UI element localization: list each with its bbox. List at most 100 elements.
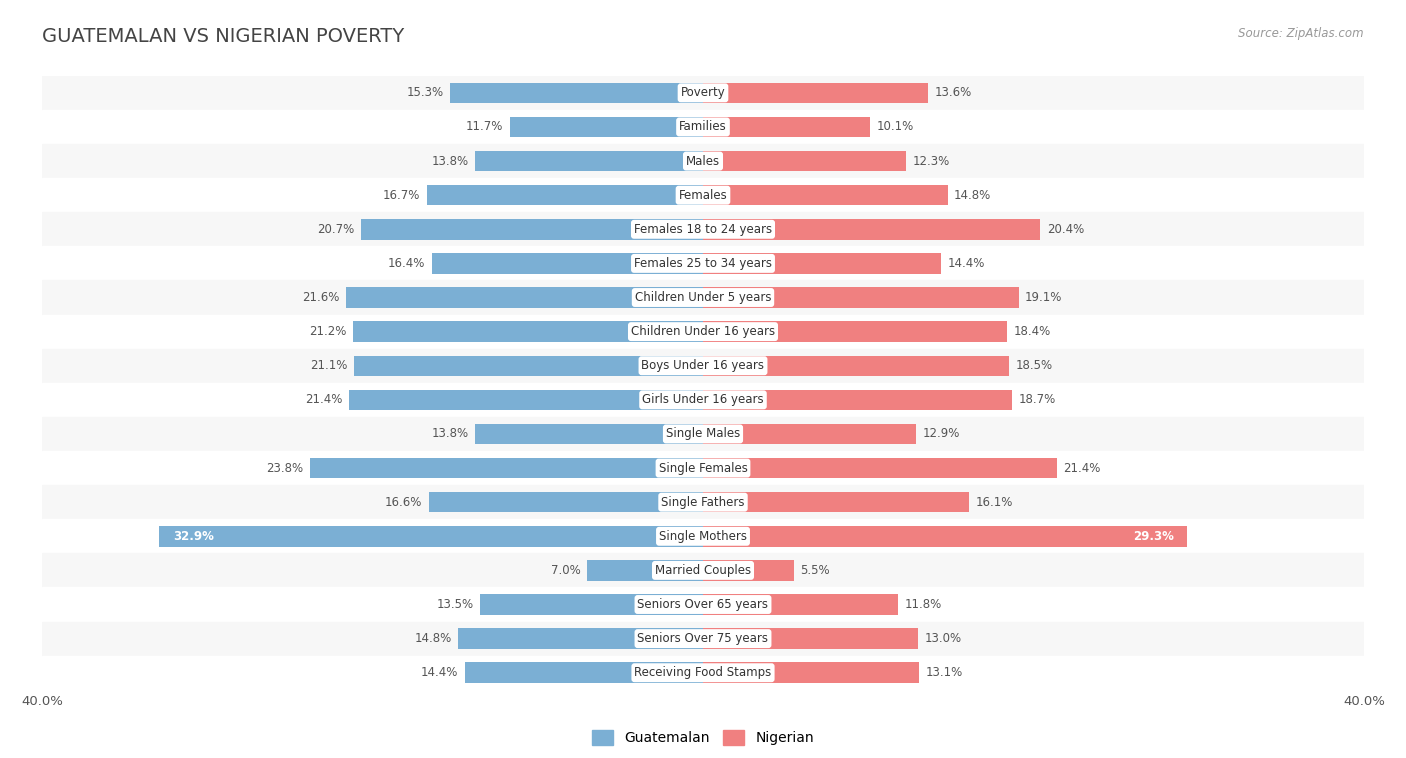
Bar: [703, 560, 794, 581]
Text: 10.1%: 10.1%: [876, 121, 914, 133]
Text: Females 25 to 34 years: Females 25 to 34 years: [634, 257, 772, 270]
Text: Children Under 5 years: Children Under 5 years: [634, 291, 772, 304]
Bar: [703, 117, 870, 137]
Text: 13.0%: 13.0%: [924, 632, 962, 645]
Bar: [427, 185, 703, 205]
Bar: [703, 219, 1040, 240]
Text: Single Fathers: Single Fathers: [661, 496, 745, 509]
Bar: [479, 594, 703, 615]
Text: 11.8%: 11.8%: [904, 598, 942, 611]
Text: 11.7%: 11.7%: [465, 121, 503, 133]
Bar: [703, 287, 1018, 308]
Bar: [429, 492, 703, 512]
Bar: [42, 485, 1364, 519]
Bar: [42, 246, 1364, 280]
Text: 16.7%: 16.7%: [382, 189, 420, 202]
Bar: [703, 492, 969, 512]
Bar: [42, 622, 1364, 656]
Bar: [42, 349, 1364, 383]
Text: 13.8%: 13.8%: [432, 428, 468, 440]
Text: 16.1%: 16.1%: [976, 496, 1012, 509]
Bar: [42, 144, 1364, 178]
Text: Females: Females: [679, 189, 727, 202]
Bar: [703, 321, 1007, 342]
Text: 14.8%: 14.8%: [955, 189, 991, 202]
Bar: [42, 451, 1364, 485]
Bar: [703, 526, 1187, 547]
Bar: [703, 83, 928, 103]
Bar: [309, 458, 703, 478]
Text: 14.4%: 14.4%: [422, 666, 458, 679]
Text: 18.7%: 18.7%: [1018, 393, 1056, 406]
Text: 13.5%: 13.5%: [436, 598, 474, 611]
Text: Seniors Over 75 years: Seniors Over 75 years: [637, 632, 769, 645]
Text: 18.5%: 18.5%: [1015, 359, 1052, 372]
Bar: [475, 151, 703, 171]
Text: 32.9%: 32.9%: [173, 530, 214, 543]
Bar: [42, 315, 1364, 349]
Text: 14.8%: 14.8%: [415, 632, 451, 645]
Text: Boys Under 16 years: Boys Under 16 years: [641, 359, 765, 372]
Text: Females 18 to 24 years: Females 18 to 24 years: [634, 223, 772, 236]
Text: 16.6%: 16.6%: [385, 496, 422, 509]
Text: Seniors Over 65 years: Seniors Over 65 years: [637, 598, 769, 611]
Bar: [42, 212, 1364, 246]
Bar: [42, 76, 1364, 110]
Text: 14.4%: 14.4%: [948, 257, 984, 270]
Text: 20.4%: 20.4%: [1046, 223, 1084, 236]
Text: 7.0%: 7.0%: [551, 564, 581, 577]
Bar: [588, 560, 703, 581]
Text: Children Under 16 years: Children Under 16 years: [631, 325, 775, 338]
Bar: [42, 178, 1364, 212]
Text: 5.5%: 5.5%: [800, 564, 830, 577]
Text: Single Mothers: Single Mothers: [659, 530, 747, 543]
Text: Girls Under 16 years: Girls Under 16 years: [643, 393, 763, 406]
Text: 16.4%: 16.4%: [388, 257, 426, 270]
Bar: [42, 280, 1364, 315]
Text: 21.4%: 21.4%: [305, 393, 343, 406]
Bar: [42, 587, 1364, 622]
Bar: [703, 390, 1012, 410]
Bar: [703, 356, 1008, 376]
Bar: [703, 151, 907, 171]
Text: 13.6%: 13.6%: [934, 86, 972, 99]
Text: 12.9%: 12.9%: [922, 428, 960, 440]
Bar: [465, 662, 703, 683]
Text: 21.6%: 21.6%: [302, 291, 339, 304]
Bar: [42, 519, 1364, 553]
Bar: [354, 356, 703, 376]
Bar: [458, 628, 703, 649]
Text: 20.7%: 20.7%: [318, 223, 354, 236]
Bar: [703, 594, 898, 615]
Bar: [42, 656, 1364, 690]
Bar: [353, 321, 703, 342]
Text: 21.4%: 21.4%: [1063, 462, 1101, 475]
Bar: [42, 417, 1364, 451]
Text: 12.3%: 12.3%: [912, 155, 950, 168]
Bar: [703, 662, 920, 683]
Text: 21.2%: 21.2%: [309, 325, 346, 338]
Bar: [42, 110, 1364, 144]
Legend: Guatemalan, Nigerian: Guatemalan, Nigerian: [592, 731, 814, 745]
Text: Males: Males: [686, 155, 720, 168]
Text: 15.3%: 15.3%: [406, 86, 444, 99]
Text: Married Couples: Married Couples: [655, 564, 751, 577]
Text: Single Males: Single Males: [666, 428, 740, 440]
Bar: [42, 383, 1364, 417]
Text: Single Females: Single Females: [658, 462, 748, 475]
Bar: [703, 253, 941, 274]
Text: 18.4%: 18.4%: [1014, 325, 1050, 338]
Text: 13.8%: 13.8%: [432, 155, 468, 168]
Text: Poverty: Poverty: [681, 86, 725, 99]
Bar: [510, 117, 703, 137]
Text: 19.1%: 19.1%: [1025, 291, 1063, 304]
Bar: [159, 526, 703, 547]
Bar: [475, 424, 703, 444]
Text: 13.1%: 13.1%: [927, 666, 963, 679]
Bar: [450, 83, 703, 103]
Text: 23.8%: 23.8%: [266, 462, 304, 475]
Bar: [346, 287, 703, 308]
Text: 29.3%: 29.3%: [1133, 530, 1174, 543]
Text: Families: Families: [679, 121, 727, 133]
Bar: [361, 219, 703, 240]
